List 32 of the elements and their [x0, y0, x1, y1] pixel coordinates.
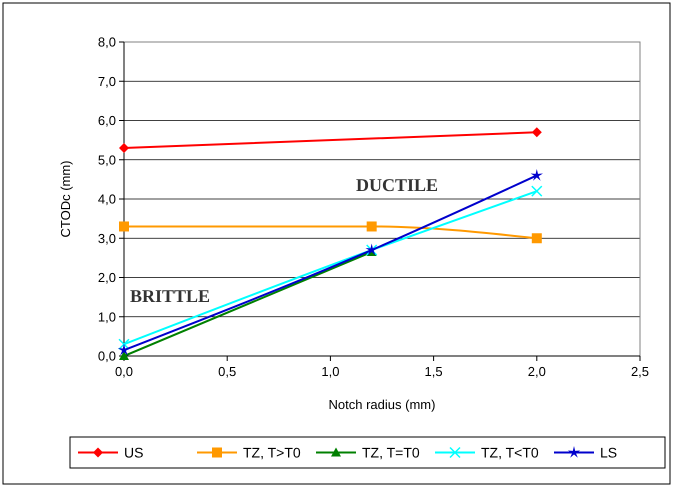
point: [119, 221, 129, 232]
x-tick-label: 2,0: [528, 364, 546, 379]
point: [531, 185, 543, 197]
x-tick-label: 1,0: [321, 364, 340, 379]
y-tick-label: 0,0: [98, 348, 116, 364]
annotation: DUCTILE: [356, 175, 438, 195]
x-tick-label: 2,5: [630, 364, 650, 379]
point: [366, 221, 377, 232]
y-tick-label: 8,0: [98, 34, 116, 50]
x-tick-label: 0,0: [114, 364, 134, 379]
legend-label: US: [124, 444, 144, 460]
legend-label: TZ, T=T0: [362, 444, 420, 460]
point: [119, 142, 129, 153]
legend-label: LS: [600, 444, 618, 460]
legend-label: TZ, T>T0: [243, 444, 301, 460]
point: [118, 338, 130, 350]
y-tick-label: 4,0: [98, 192, 116, 207]
y-tick-label: 2,0: [98, 270, 116, 286]
x-tick-label: 0,5: [218, 364, 236, 379]
y-tick-label: 5,0: [98, 152, 116, 168]
point: [532, 233, 542, 244]
y-tick-label: 6,0: [98, 113, 116, 128]
annotation: BRITTLE: [130, 286, 210, 306]
y-tick-label: 1,0: [98, 309, 116, 324]
y-axis-title: CTODc (mm): [58, 160, 73, 238]
y-tick-label: 3,0: [98, 230, 116, 246]
x-axis-title: Notch radius (mm): [328, 397, 436, 412]
x-tick-label: 1,5: [424, 364, 443, 379]
point: [530, 168, 543, 181]
legend-label: TZ, T<T0: [481, 444, 539, 460]
point: [532, 127, 542, 138]
y-tick-label: 7,0: [98, 74, 116, 89]
